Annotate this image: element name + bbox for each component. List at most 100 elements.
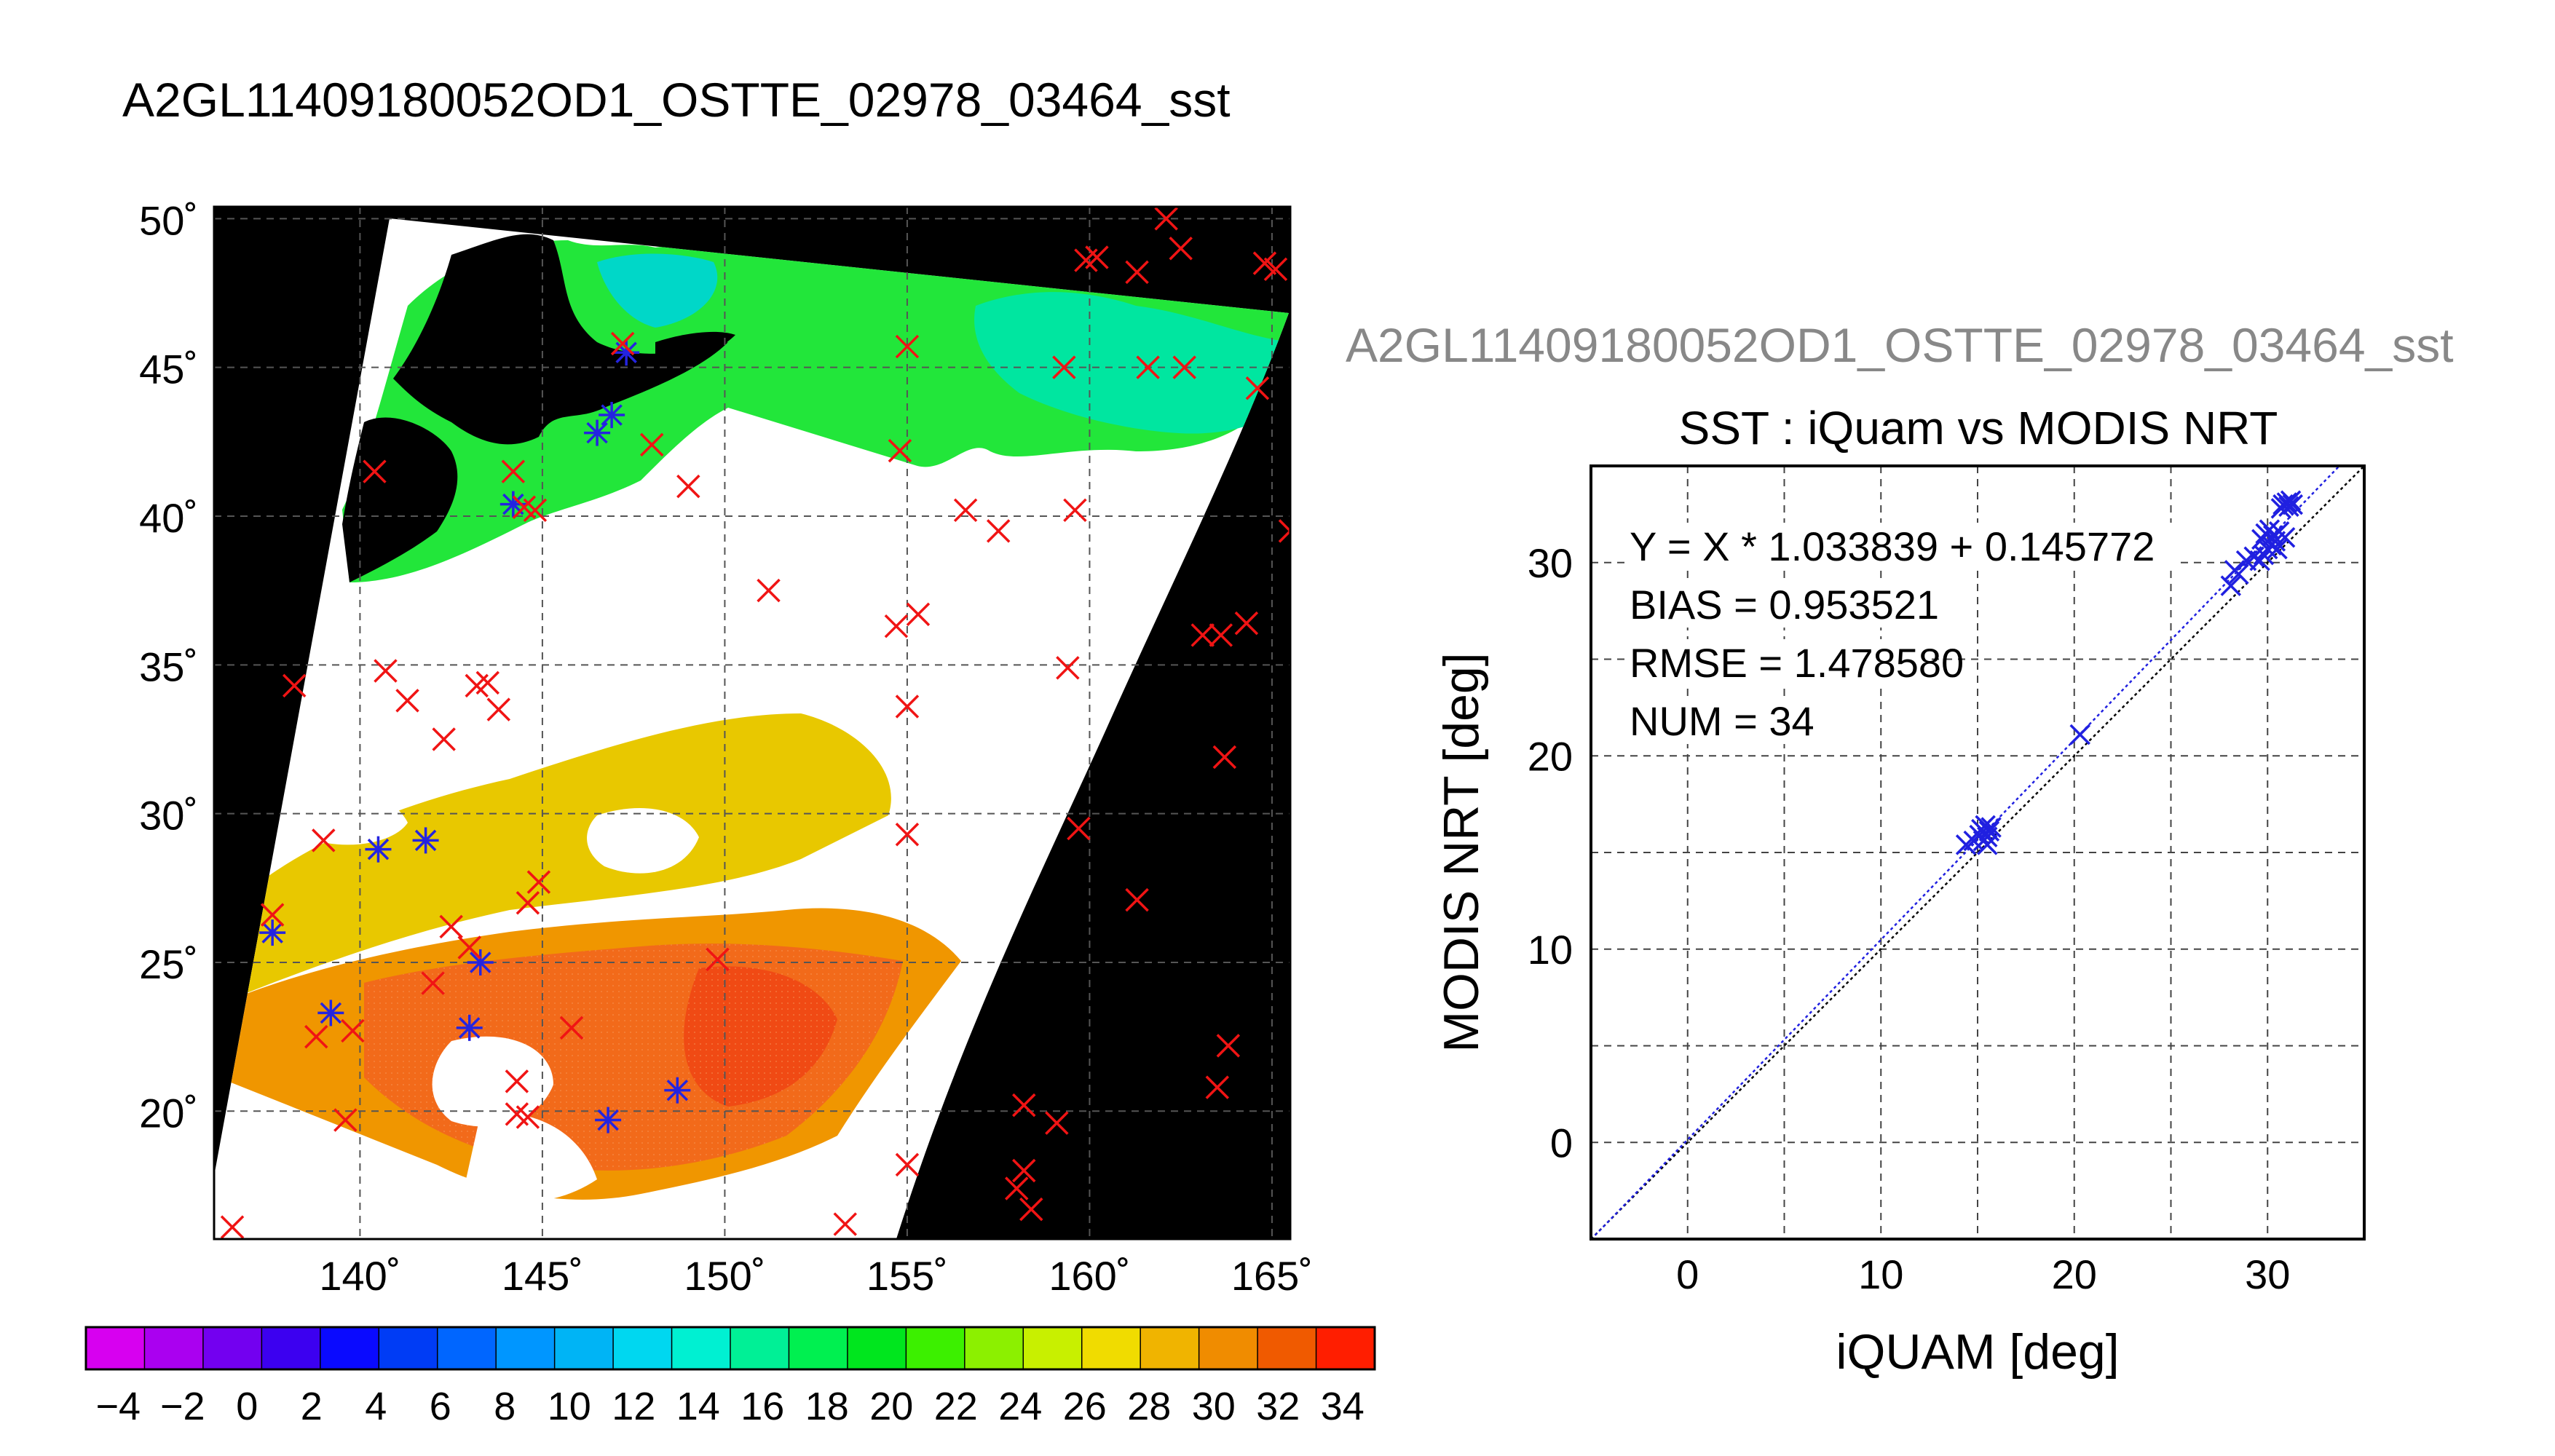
map-marker-star <box>456 1014 483 1041</box>
scatter-ylabel: MODIS NRT [deg] <box>1434 652 1489 1052</box>
map-marker-star <box>664 1077 691 1104</box>
scatter-point <box>2278 496 2299 517</box>
map-marker-x <box>457 935 481 960</box>
map-marker-x <box>1004 1176 1029 1200</box>
sst-north-cyan <box>974 292 1289 434</box>
map-lon-tick: 145˚ <box>502 1253 583 1299</box>
map-markers <box>220 207 1290 1239</box>
cloud-1 <box>432 1036 553 1127</box>
scatter-xlabel: iQUAM [deg] <box>1836 1324 2119 1380</box>
map-marker-x <box>639 432 664 457</box>
land-hokkaido <box>393 234 728 445</box>
annotation-bg <box>1625 581 1931 628</box>
map-marker-x <box>1019 1197 1043 1222</box>
colorbar-cell <box>1198 1326 1259 1370</box>
map-marker-x <box>432 727 456 751</box>
map-lon-tick: 155˚ <box>866 1253 948 1299</box>
map-lon-tick: 150˚ <box>684 1253 765 1299</box>
map-marker-x <box>706 947 730 972</box>
map-lat-tick: 50˚ <box>139 197 198 243</box>
map-marker-x <box>523 498 548 523</box>
colorbar-cell <box>261 1326 322 1370</box>
map-marker-x <box>421 971 445 995</box>
colorbar: −4 −2 0 2 4 6 8 10 12 14 16 18 20 22 24 26 28 30 32 34 <box>84 1326 1376 1428</box>
map-marker-x <box>501 459 526 483</box>
map-marker-x <box>1216 1034 1241 1058</box>
map-marker-x <box>341 1018 365 1043</box>
map-marker-x <box>895 1152 920 1177</box>
colorbar-tick: 24 <box>998 1385 1042 1428</box>
map-marker-x <box>486 697 511 721</box>
scatter-ticks: 0 10 20 30 0 10 20 30 <box>1528 540 2291 1297</box>
scatter-point <box>2249 550 2270 571</box>
map-marker-star <box>317 1000 344 1026</box>
scatter-points <box>1955 490 2304 855</box>
map-panel: 20˚ 25˚ 30˚ 35˚ 40˚ 45˚ 50˚ 140˚ 145˚ 150˚ 155˚ 16… <box>139 197 1313 1299</box>
map-marker-x <box>439 914 463 939</box>
map-lat-tick: 30˚ <box>139 793 198 839</box>
scatter-ytick: 20 <box>1528 733 1573 779</box>
scatter-annotation: Y = X * 1.033839 + 0.145772 <box>1630 523 2155 569</box>
map-marker-x <box>757 578 781 603</box>
cloud-3 <box>466 1112 597 1201</box>
map-marker-x <box>610 331 635 356</box>
map-marker-star <box>599 402 625 429</box>
scatter-ytick: 30 <box>1528 540 1573 586</box>
map-marker-star <box>412 827 439 854</box>
scatter-annotation: NUM = 34 <box>1630 698 1814 744</box>
map-marker-x <box>282 673 307 698</box>
map-marker-star <box>595 1107 622 1133</box>
scatter-annotations: Y = X * 1.033839 + 0.145772 BIAS = 0.9535… <box>1625 523 2176 744</box>
map-marker-x <box>304 1024 328 1049</box>
colorbar-tick: 4 <box>365 1385 387 1428</box>
land-peninsula <box>655 331 735 364</box>
map-marker-x <box>906 602 931 627</box>
map-marker-x <box>1056 656 1080 680</box>
colorbar-cell <box>730 1326 790 1370</box>
scatter-xtick: 10 <box>1858 1251 1903 1297</box>
map-marker-x <box>559 1016 584 1040</box>
map-marker-x <box>312 828 336 852</box>
map-lat-tick: 35˚ <box>139 644 198 689</box>
map-marker-x <box>260 903 285 927</box>
colorbar-tick: 22 <box>934 1385 978 1428</box>
cloud-2 <box>587 808 699 874</box>
scatter-xtick: 20 <box>2052 1251 2097 1297</box>
map-marker-star <box>259 919 286 946</box>
map-marker-x <box>1067 816 1091 841</box>
map-marker-x <box>1212 745 1237 769</box>
colorbar-cell <box>320 1326 380 1370</box>
map-marker-x <box>1125 887 1149 912</box>
colorbar-cell <box>378 1326 438 1370</box>
colorbar-cell <box>1022 1326 1083 1370</box>
colorbar-tick: 30 <box>1192 1385 1236 1428</box>
scatter-point <box>1977 834 1998 855</box>
colorbar-tick: 14 <box>676 1385 720 1428</box>
sst-south-yellow <box>218 713 891 1005</box>
scatter-point <box>2253 544 2275 566</box>
map-marker-x <box>1234 611 1259 636</box>
scatter-point <box>2282 494 2304 515</box>
colorbar-cell <box>495 1326 556 1370</box>
map-marker-x <box>953 498 978 523</box>
colorbar-tick: 26 <box>1063 1385 1107 1428</box>
colorbar-tick: 16 <box>741 1385 784 1428</box>
colorbar-tick: −2 <box>160 1385 205 1428</box>
map-marker-x <box>516 1105 540 1129</box>
colorbar-tick: 34 <box>1321 1385 1365 1428</box>
fit-line <box>1591 466 2341 1239</box>
scatter-annotation: BIAS = 0.953521 <box>1630 582 1939 628</box>
map-marker-x <box>220 1215 245 1239</box>
colorbar-tick: 32 <box>1256 1385 1300 1428</box>
scatter-annotation: RMSE = 1.478580 <box>1630 640 1964 686</box>
scatter-point <box>2220 575 2242 596</box>
map-marker-x <box>505 1069 529 1093</box>
annotation-bg <box>1625 639 1931 686</box>
scatter-point <box>2069 724 2090 745</box>
colorbar-cell <box>671 1326 732 1370</box>
map-marker-x <box>888 438 912 463</box>
colorbar-frame <box>84 1326 1376 1371</box>
map-lon-tick: 160˚ <box>1049 1253 1130 1299</box>
colorbar-cell <box>905 1326 966 1370</box>
